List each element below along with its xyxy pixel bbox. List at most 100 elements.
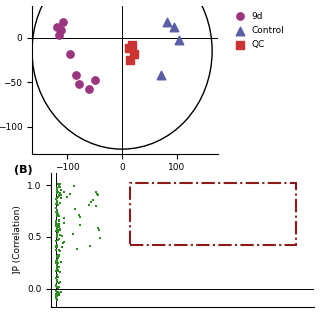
- Point: [95, 226, 100, 231]
- Point: [61, 215, 66, 220]
- Point: [68, 192, 73, 197]
- Point: [54, 196, 59, 201]
- Point: [54, 245, 59, 250]
- Point: [88, 199, 93, 204]
- Point: [54, 247, 59, 252]
- Point: [54, 228, 59, 233]
- Point: [57, 184, 62, 189]
- Point: [54, 208, 60, 213]
- Point: [57, 219, 62, 224]
- Point: [55, 252, 60, 257]
- Point: [55, 268, 60, 273]
- 9d: [56, 32, 61, 37]
- Point: [54, 231, 60, 236]
- Point: [71, 184, 76, 189]
- Point: [54, 202, 59, 207]
- Point: [54, 195, 59, 200]
- Point: [76, 212, 82, 217]
- Point: [54, 214, 59, 219]
- Point: [54, 210, 59, 215]
- Point: [55, 264, 60, 269]
- Point: [57, 269, 62, 275]
- Point: [54, 297, 59, 302]
- Point: [55, 268, 60, 274]
- Point: [54, 283, 59, 288]
- QC: [129, 42, 134, 47]
- Point: [53, 260, 59, 266]
- Point: [56, 182, 61, 188]
- Point: [62, 220, 67, 226]
- Point: [54, 254, 59, 260]
- Text: (B): (B): [14, 165, 33, 175]
- Point: [54, 279, 59, 284]
- Point: [86, 203, 91, 208]
- Point: [75, 246, 80, 251]
- 9d: [77, 82, 82, 87]
- Point: [56, 265, 61, 270]
- Point: [55, 221, 60, 227]
- Point: [57, 213, 62, 219]
- Point: [58, 260, 63, 265]
- 9d: [92, 78, 97, 83]
- Point: [55, 181, 60, 187]
- Point: [57, 224, 62, 229]
- Point: [59, 188, 64, 193]
- Point: [54, 227, 59, 232]
- Point: [56, 261, 61, 266]
- Point: [54, 186, 60, 191]
- QC: [126, 46, 131, 51]
- Point: [54, 223, 59, 228]
- Point: [57, 279, 62, 284]
- Point: [54, 278, 60, 283]
- Point: [55, 201, 60, 206]
- Point: [56, 255, 61, 260]
- Point: [54, 209, 59, 214]
- Point: [57, 193, 62, 198]
- Point: [54, 259, 60, 264]
- Point: [70, 231, 75, 236]
- Point: [55, 267, 60, 272]
- Point: [55, 274, 60, 279]
- Point: [54, 291, 59, 296]
- Point: [87, 243, 92, 248]
- Point: [56, 284, 61, 289]
- Point: [98, 236, 103, 241]
- Point: [53, 268, 59, 274]
- Point: [54, 244, 59, 249]
- Point: [77, 215, 83, 220]
- Point: [56, 193, 61, 198]
- Point: [64, 194, 69, 199]
- Point: [57, 252, 62, 258]
- Point: [58, 289, 63, 294]
- Point: [55, 275, 60, 280]
- Point: [55, 189, 60, 195]
- Point: [56, 284, 61, 289]
- Point: [57, 182, 62, 187]
- Point: [54, 209, 60, 214]
- Point: [62, 240, 67, 245]
- Point: [54, 253, 59, 259]
- Point: [55, 273, 60, 278]
- Point: [58, 193, 63, 198]
- Point: [54, 188, 60, 193]
- Point: [57, 227, 62, 232]
- Point: [56, 189, 61, 194]
- Point: [54, 232, 59, 237]
- Point: [54, 294, 59, 299]
- Point: [55, 187, 60, 192]
- Control: [164, 19, 169, 24]
- Point: [55, 292, 60, 297]
- 9d: [68, 51, 73, 56]
- Point: [55, 234, 60, 239]
- Point: [57, 290, 62, 295]
- Point: [54, 238, 59, 244]
- Point: [54, 235, 60, 240]
- Point: [54, 294, 59, 299]
- Point: [54, 290, 60, 295]
- Point: [55, 201, 60, 206]
- Point: [55, 257, 60, 262]
- Point: [62, 189, 67, 194]
- Point: [54, 202, 59, 207]
- Point: [55, 259, 60, 264]
- Point: [55, 200, 60, 205]
